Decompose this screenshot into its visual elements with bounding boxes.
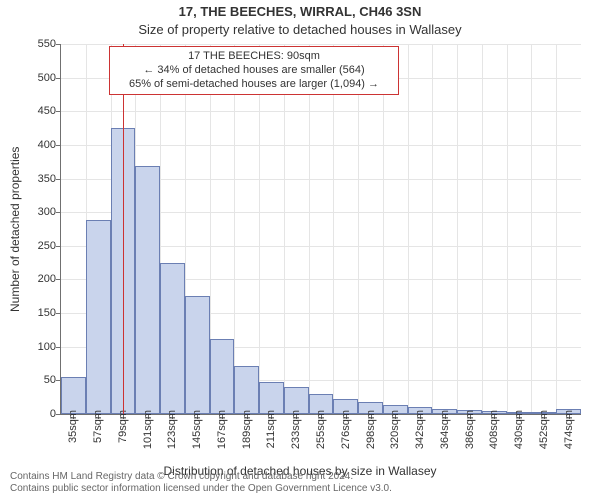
gridline-v (284, 44, 285, 414)
histogram-bar (135, 166, 160, 414)
x-tick-label: 123sqm (166, 410, 178, 449)
y-tick-label: 500 (21, 72, 56, 84)
histogram-bar (210, 339, 235, 414)
gridline-v (358, 44, 359, 414)
y-tick-label: 50 (21, 374, 56, 386)
x-tick-label: 342sqm (414, 410, 426, 449)
x-tick-label: 408sqm (488, 410, 500, 449)
y-axis-title: Number of detached properties (8, 146, 22, 311)
gridline-h (61, 111, 581, 112)
histogram-bar (185, 296, 210, 414)
gridline-h (61, 44, 581, 45)
gridline-v (234, 44, 235, 414)
gridline-v (531, 44, 532, 414)
x-tick-label: 57sqm (92, 410, 104, 443)
gridline-v (309, 44, 310, 414)
gridline-v (408, 44, 409, 414)
y-tick-mark (56, 347, 61, 348)
y-tick-label: 250 (21, 240, 56, 252)
y-tick-label: 200 (21, 273, 56, 285)
reference-line (123, 44, 124, 414)
y-tick-label: 400 (21, 139, 56, 151)
y-tick-mark (56, 44, 61, 45)
y-tick-mark (56, 111, 61, 112)
y-tick-label: 0 (21, 408, 56, 420)
y-tick-label: 450 (21, 105, 56, 117)
x-tick-label: 276sqm (340, 410, 352, 449)
x-tick-label: 233sqm (290, 410, 302, 449)
x-tick-label: 167sqm (216, 410, 228, 449)
y-tick-mark (56, 313, 61, 314)
gridline-h (61, 145, 581, 146)
y-tick-mark (56, 279, 61, 280)
x-tick-label: 211sqm (265, 410, 277, 448)
y-tick-mark (56, 78, 61, 79)
gridline-v (457, 44, 458, 414)
gridline-v (383, 44, 384, 414)
x-tick-label: 452sqm (538, 410, 550, 449)
annotation-box: 17 THE BEECHES: 90sqm ← 34% of detached … (109, 46, 399, 95)
gridline-v (507, 44, 508, 414)
x-tick-label: 430sqm (513, 410, 525, 449)
y-tick-mark (56, 212, 61, 213)
x-tick-label: 320sqm (389, 410, 401, 449)
gridline-v (259, 44, 260, 414)
histogram-bar (234, 366, 259, 414)
footer-line1: Contains HM Land Registry data © Crown c… (10, 471, 392, 483)
y-tick-label: 100 (21, 341, 56, 353)
y-tick-label: 550 (21, 38, 56, 50)
gridline-v (333, 44, 334, 414)
y-tick-label: 150 (21, 307, 56, 319)
plot-area: 05010015020025030035040045050055035sqm57… (60, 44, 581, 415)
y-tick-mark (56, 246, 61, 247)
gridline-v (432, 44, 433, 414)
x-tick-label: 474sqm (563, 410, 575, 449)
y-tick-mark (56, 145, 61, 146)
x-tick-label: 364sqm (439, 410, 451, 449)
footer-line2: Contains public sector information licen… (10, 483, 392, 495)
chart-container: 17, THE BEECHES, WIRRAL, CH46 3SN Size o… (0, 0, 600, 500)
x-tick-label: 145sqm (191, 410, 203, 449)
chart-title-line1: 17, THE BEECHES, WIRRAL, CH46 3SN (0, 4, 600, 19)
x-tick-label: 35sqm (67, 410, 79, 443)
y-tick-mark (56, 414, 61, 415)
histogram-bar (61, 377, 86, 414)
y-tick-label: 300 (21, 206, 56, 218)
histogram-bar (86, 220, 111, 414)
y-tick-label: 350 (21, 173, 56, 185)
gridline-v (482, 44, 483, 414)
x-tick-label: 255sqm (315, 410, 327, 449)
x-tick-label: 189sqm (241, 410, 253, 449)
footer-text: Contains HM Land Registry data © Crown c… (10, 471, 392, 495)
y-tick-mark (56, 179, 61, 180)
x-tick-label: 101sqm (142, 410, 154, 449)
annotation-line3: 65% of semi-detached houses are larger (… (116, 78, 392, 92)
annotation-line2: ← 34% of detached houses are smaller (56… (116, 64, 392, 78)
x-tick-label: 298sqm (365, 410, 377, 449)
x-tick-label: 79sqm (117, 410, 129, 443)
chart-title-line2: Size of property relative to detached ho… (0, 22, 600, 37)
x-tick-label: 386sqm (464, 410, 476, 449)
histogram-bar (160, 263, 185, 414)
gridline-v (556, 44, 557, 414)
annotation-line1: 17 THE BEECHES: 90sqm (116, 50, 392, 64)
